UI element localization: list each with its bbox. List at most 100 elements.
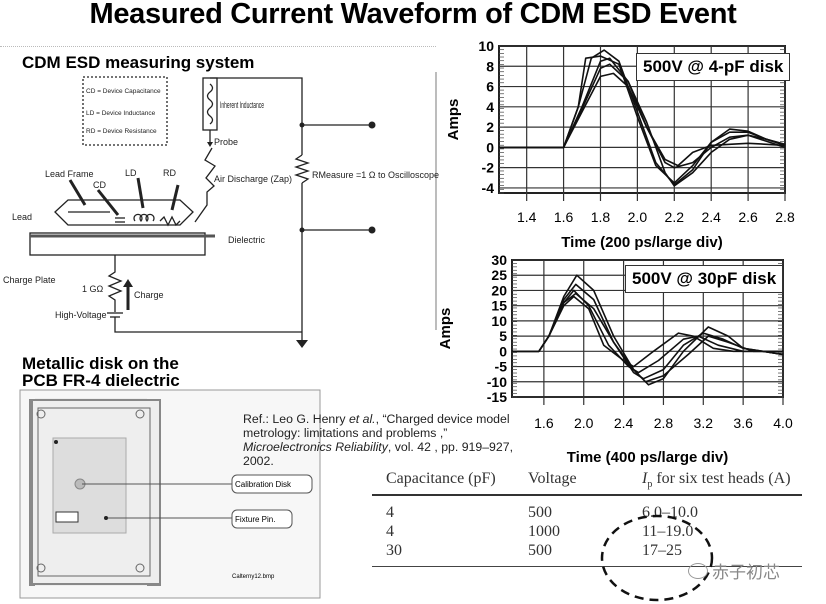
y-tick-label: 2 xyxy=(486,119,494,135)
waveform-series-2 xyxy=(499,55,786,184)
legend-rd: RD = Device Resistance xyxy=(86,128,157,135)
table-header-row: Capacitance (pF) Voltage Ip for six test… xyxy=(372,468,802,496)
y-tick-label: 30 xyxy=(491,252,507,268)
cd-arrow-icon xyxy=(96,189,120,216)
fixture-image: Calibration Disk Fixture Pin. Calterny12… xyxy=(19,389,321,599)
charge-plate xyxy=(29,232,206,256)
y-tick-label: 4 xyxy=(486,99,494,115)
waveform-series-1 xyxy=(499,49,786,186)
x-tick-label: 2.8 xyxy=(775,209,795,225)
node-dot xyxy=(299,122,305,128)
wire-bottom xyxy=(114,317,302,333)
y-tick-label: 15 xyxy=(491,298,507,314)
circuit-heading: CDM ESD measuring system xyxy=(22,53,255,72)
waveform-series-5 xyxy=(499,63,786,187)
header-capacitance: Capacitance (pF) xyxy=(386,470,496,487)
x-tick-label: 2.0 xyxy=(628,209,648,225)
y-tick-label: -2 xyxy=(482,160,495,176)
x-tick-label: 2.2 xyxy=(665,209,685,225)
lead-frame-label: Lead Frame xyxy=(45,169,94,179)
watermark: 赤子初芯 xyxy=(688,558,780,583)
lead-label: Lead xyxy=(12,212,32,222)
rd-arrow-icon xyxy=(170,184,180,211)
cd-label: CD xyxy=(93,180,106,190)
rd-resistor-icon xyxy=(159,215,181,227)
table-row: 4 500 6.0–10.0 xyxy=(386,504,698,522)
x-axis-label: Time (400 ps/large div) xyxy=(567,449,728,466)
1g-resistor-icon xyxy=(107,255,123,312)
air-discharge-label: Air Discharge (Zap) xyxy=(214,174,292,184)
scope-terminal-icon xyxy=(368,226,376,234)
r-measure-label: RMeasure =1 Ω to Oscilloscope xyxy=(312,170,439,180)
y-tick-label: 0 xyxy=(486,139,494,155)
inherent-inductance-label: Inherent Inductance xyxy=(220,100,264,110)
x-axis-label: Time (200 ps/large div) xyxy=(561,234,722,251)
fixture-heading-line2: PCB FR-4 dielectric xyxy=(22,371,180,390)
1g-resistor-label: 1 GΩ xyxy=(82,284,104,294)
wechat-icon xyxy=(688,562,708,579)
x-tick-label: 1.8 xyxy=(591,209,611,225)
y-tick-label: 5 xyxy=(499,328,507,344)
x-tick-label: 1.6 xyxy=(554,209,574,225)
y-tick-label: 20 xyxy=(491,282,507,298)
ground-icon xyxy=(296,340,308,348)
y-tick-label: -10 xyxy=(487,374,507,390)
watermark-text: 赤子初芯 xyxy=(712,563,780,582)
table-row: 4 1000 11–19.0 xyxy=(386,523,694,541)
y-tick-label: -15 xyxy=(487,389,507,405)
fixture-heading: Metallic disk on the PCB FR-4 dielectric xyxy=(22,355,180,389)
chart-annotation-4pf: 500V @ 4-pF disk xyxy=(636,53,791,81)
waveform-series-5 xyxy=(512,292,783,383)
scope-terminal-icon xyxy=(368,121,376,129)
y-tick-label: 10 xyxy=(478,38,494,54)
ip-table-container: Capacitance (pF) Voltage Ip for six test… xyxy=(372,468,802,598)
y-tick-label: 10 xyxy=(491,313,507,329)
high-voltage-label: High-Voltage xyxy=(55,310,107,320)
header-ip: Ip for six test heads (A) xyxy=(642,470,791,491)
reference-citation: Ref.: Leo G. Henry et al., “Charged devi… xyxy=(243,412,513,468)
ld-label: LD xyxy=(125,168,137,178)
node-dot xyxy=(299,227,305,233)
ld-arrow-icon xyxy=(136,177,145,209)
charge-plate-label: Charge Plate xyxy=(3,275,56,285)
inductor-icon xyxy=(206,83,214,125)
x-tick-label: 2.4 xyxy=(701,209,721,225)
slide-title: Measured Current Waveform of CDM ESD Eve… xyxy=(89,0,737,30)
y-tick-label: 8 xyxy=(486,58,494,74)
divider xyxy=(0,46,436,47)
y-tick-label: 0 xyxy=(499,343,507,359)
x-tick-label: 4.0 xyxy=(773,415,793,431)
y-axis-label: Amps xyxy=(437,308,454,350)
air-discharge-spark-icon xyxy=(194,147,216,223)
calibration-disk-label: Calibration Disk xyxy=(235,480,292,489)
lead-frame-arrow-icon xyxy=(68,179,87,206)
x-tick-label: 2.4 xyxy=(614,415,634,431)
fixture-pin xyxy=(104,516,108,520)
ld-inductor-icon xyxy=(133,213,155,222)
fixture-pin-label: Fixture Pin. xyxy=(235,515,275,524)
probe-arrow-icon xyxy=(207,142,213,147)
rd-label: RD xyxy=(163,168,176,178)
fixture-heading-line1: Metallic disk on the xyxy=(22,354,179,373)
y-tick-label: 6 xyxy=(486,79,494,95)
header-voltage: Voltage xyxy=(528,470,577,487)
x-tick-label: 3.2 xyxy=(694,415,714,431)
table-row: 30 500 17–25 xyxy=(372,541,802,567)
legend-ld: LD = Device Inductance xyxy=(86,110,156,117)
x-tick-label: 2.8 xyxy=(654,415,674,431)
waveform-series-4 xyxy=(499,72,786,167)
device-package xyxy=(54,199,194,226)
dielectric-label: Dielectric xyxy=(228,235,266,245)
y-tick-label: -5 xyxy=(495,359,508,375)
charge-label: Charge xyxy=(134,290,164,300)
circuit-diagram: CD = Device Capacitance LD = Device Indu… xyxy=(3,72,439,348)
r-measure-resistor-icon xyxy=(293,154,311,184)
x-tick-label: 1.6 xyxy=(534,415,554,431)
x-tick-label: 3.6 xyxy=(733,415,753,431)
wire-top xyxy=(210,77,303,155)
x-tick-label: 1.4 xyxy=(517,209,537,225)
legend-cd: CD = Device Capacitance xyxy=(86,88,161,95)
charge-arrowhead-icon xyxy=(123,279,133,287)
x-tick-label: 2.0 xyxy=(574,415,594,431)
